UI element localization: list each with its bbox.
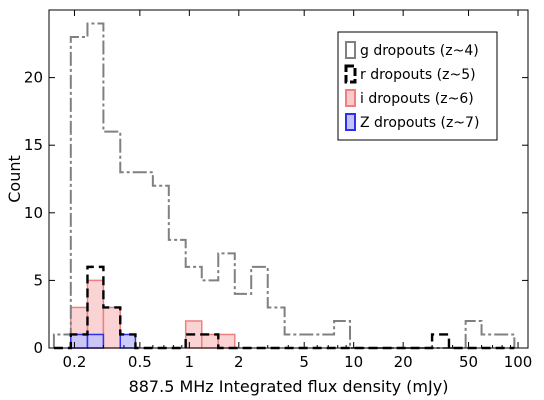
x-tick-label-3: 2: [234, 353, 244, 371]
y-axis-title: Count: [5, 155, 24, 203]
bar-4-4: [119, 333, 137, 349]
x-tick-label-6: 20: [394, 353, 413, 371]
bar-3-3: [102, 306, 122, 349]
x-tick-label-4: 5: [299, 353, 309, 371]
legend-label-2: r dropouts (z~5): [360, 67, 476, 83]
y-tick-label-3: 15: [24, 136, 43, 154]
bar-4-2: [86, 333, 105, 349]
y-tick-label-2: 10: [24, 204, 43, 222]
x-tick-label-7: 50: [459, 353, 478, 371]
legend-label-1: g dropouts (z~4): [360, 43, 479, 59]
legend-swatch-2: [344, 64, 357, 84]
x-tick-label-5: 10: [344, 353, 363, 371]
legend-label-3: i dropouts (z~6): [360, 91, 474, 107]
x-tick-label-8: 100: [504, 353, 533, 371]
bar-3-10: [217, 333, 236, 349]
axis-ticks: 0.2 0.5 1 2 5 10 20 50 100 0 5 10 15 20: [24, 10, 532, 371]
legend: g dropouts (z~4) r dropouts (z~5) i dropou…: [337, 31, 498, 141]
x-axis-title: 887.5 MHz Integrated flux density (mJy): [129, 377, 449, 396]
filled-histograms: [70, 279, 236, 349]
y-tick-label-4: 20: [24, 69, 43, 87]
legend-swatch-1: [345, 41, 356, 59]
legend-box: [337, 31, 498, 141]
bar-4-1: [70, 333, 89, 349]
x-tick-label-2: 1: [185, 353, 195, 371]
legend-label-4: Z dropouts (z~7): [360, 115, 479, 131]
legend-swatch-3: [345, 89, 356, 107]
y-tick-label-0: 0: [33, 339, 43, 357]
bar-3-9: [200, 333, 220, 349]
x-tick-label-1: 0.5: [128, 353, 152, 371]
series-line-1: [52, 22, 516, 349]
legend-swatch-4: [345, 113, 356, 131]
y-tick-label-1: 5: [33, 271, 43, 289]
x-tick-label-0: 0.2: [63, 353, 87, 371]
legend-entries: g dropouts (z~4) r dropouts (z~5) i dropou…: [344, 41, 479, 131]
